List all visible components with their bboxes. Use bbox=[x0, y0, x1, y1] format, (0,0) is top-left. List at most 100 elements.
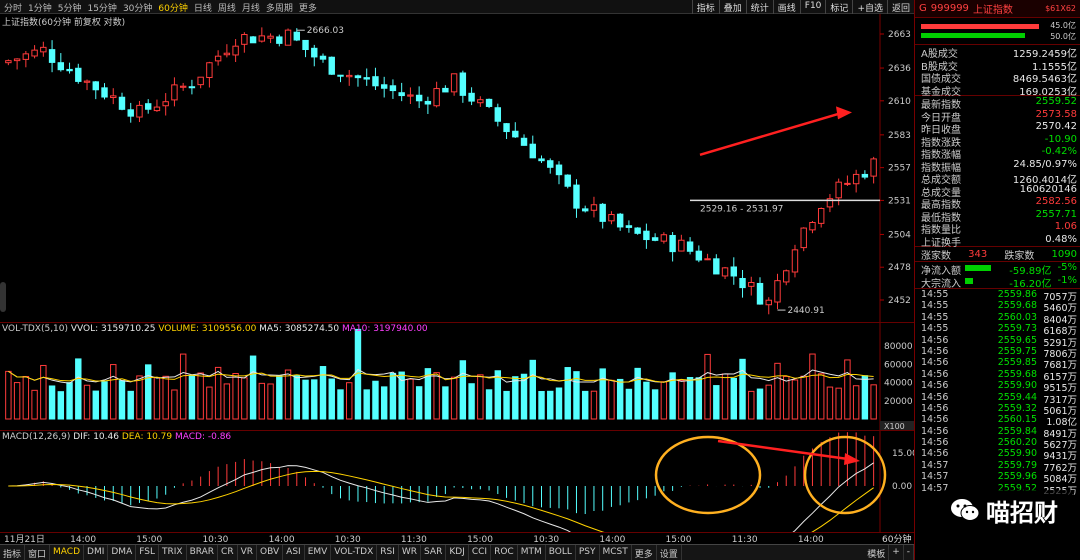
macd-arrow-head bbox=[844, 453, 860, 465]
period-tab[interactable]: 更多 bbox=[298, 4, 317, 14]
macd-dea-line bbox=[8, 470, 874, 533]
indicator-tab[interactable]: ROC bbox=[491, 545, 518, 560]
tick-time: 14:56 bbox=[921, 391, 949, 403]
chart-tool-button[interactable]: 统计 bbox=[745, 0, 773, 14]
indicator-bar-control[interactable]: - bbox=[904, 545, 914, 560]
price-chart-panel[interactable]: 2663 2636 2610 2583 2557 2531 2504 2478 2452 2666… bbox=[0, 14, 914, 322]
indicator-tab[interactable]: TRIX bbox=[159, 545, 187, 560]
tick-volume: 8404万 bbox=[1043, 314, 1077, 326]
candle-body bbox=[704, 258, 711, 261]
period-tab[interactable]: 周线 bbox=[217, 4, 236, 14]
period-tab[interactable]: 多周期 bbox=[265, 4, 293, 14]
candle-body bbox=[162, 101, 169, 107]
tick-time: 14:56 bbox=[921, 437, 949, 449]
indicator-tab[interactable]: 指标 bbox=[0, 545, 26, 560]
tick-row: 14:56 2559.32 5061万 bbox=[915, 403, 1080, 417]
indicator-tab[interactable]: RSI bbox=[377, 545, 399, 560]
volume-bar bbox=[48, 385, 56, 420]
indicator-tab[interactable]: VR bbox=[238, 545, 258, 560]
volume-bar bbox=[162, 375, 169, 420]
candle-body bbox=[564, 174, 571, 187]
indicator-tab[interactable]: EMV bbox=[305, 545, 332, 560]
fund-flow-row: 大宗流入 -16.20亿 -1% bbox=[915, 275, 1080, 290]
tick-row: 14:55 2560.03 8404万 bbox=[915, 312, 1080, 326]
candle-body bbox=[232, 45, 239, 56]
tick-list[interactable]: 14:55 2559.86 7057万 14:55 2559.68 5460万 14:55 2… bbox=[915, 288, 1080, 497]
indicator-tab[interactable]: ASI bbox=[283, 545, 305, 560]
low-annotation-label: 2440.91 bbox=[787, 306, 824, 316]
tick-row: 14:56 2559.90 9431万 bbox=[915, 448, 1080, 463]
period-tab[interactable]: 1分钟 bbox=[28, 4, 52, 14]
period-tab[interactable]: 60分钟 bbox=[158, 4, 188, 14]
indicator-tab[interactable]: DMI bbox=[84, 545, 109, 560]
chart-tool-button[interactable]: 标记 bbox=[825, 0, 852, 14]
candle-body bbox=[817, 208, 825, 224]
chart-tool-button[interactable]: F10 bbox=[799, 0, 826, 14]
indicator-tab[interactable]: MTM bbox=[518, 545, 546, 560]
chart-scroll-handle[interactable] bbox=[0, 282, 6, 312]
macd-chart[interactable]: 15.00 0.00 bbox=[0, 431, 914, 533]
candle-body bbox=[407, 94, 414, 97]
volume-bar bbox=[608, 379, 615, 420]
period-tab[interactable]: 日线 bbox=[193, 4, 212, 14]
indicator-tab[interactable]: 窗口 bbox=[25, 545, 51, 560]
period-tab[interactable]: 月线 bbox=[241, 4, 260, 14]
candle-body bbox=[433, 88, 440, 107]
period-tab[interactable]: 5分钟 bbox=[57, 4, 82, 14]
volume-bar bbox=[136, 375, 143, 420]
indicator-tab[interactable]: FSL bbox=[136, 545, 159, 560]
volume-bar bbox=[520, 373, 528, 420]
time-axis-label: 10:30 bbox=[335, 535, 361, 545]
market-breadth: 涨家数 343 跌家数 1090 bbox=[915, 246, 1080, 262]
volume-chart-panel[interactable]: 80000 60000 40000 20000 X100 VOL-TDX(5,10) V… bbox=[0, 322, 914, 431]
candle-body bbox=[651, 237, 659, 241]
indicator-tab[interactable]: CR bbox=[218, 545, 238, 560]
volume-bar bbox=[337, 389, 344, 420]
indicator-tab[interactable]: 更多 bbox=[632, 545, 657, 560]
indicator-tab[interactable]: MACD bbox=[50, 545, 85, 560]
candle-body bbox=[267, 35, 274, 39]
breadth-up-label: 涨家数 bbox=[921, 250, 951, 262]
chart-tool-button[interactable]: 返回 bbox=[886, 0, 914, 14]
indicator-tab[interactable]: BOLL bbox=[546, 545, 576, 560]
chart-tool-button[interactable]: +自选 bbox=[852, 0, 887, 14]
candle-body bbox=[800, 227, 807, 249]
candlestick-chart[interactable]: 2663 2636 2610 2583 2557 2531 2504 2478 2452 2666… bbox=[0, 14, 914, 322]
indicator-tab[interactable]: SAR bbox=[421, 545, 447, 560]
tick-time: 14:57 bbox=[921, 482, 949, 494]
indicator-tab[interactable]: OBV bbox=[257, 545, 284, 560]
tick-price: 2560.15 bbox=[997, 414, 1037, 426]
indicator-bar-spacer bbox=[682, 545, 864, 560]
indicator-tab[interactable]: WR bbox=[399, 545, 422, 560]
indicator-bar-control[interactable]: + bbox=[889, 545, 904, 560]
indicator-tabs-bar: 指标 窗口 MACD DMI DMA FSL TRIX BRAR CR VR OBV ASI EMV VO… bbox=[0, 544, 914, 560]
volume-bar bbox=[197, 372, 204, 420]
indicator-tab[interactable]: CCI bbox=[469, 545, 492, 560]
indicator-tab[interactable]: 设置 bbox=[657, 545, 682, 560]
volume-bar bbox=[485, 389, 493, 420]
volume-bar bbox=[817, 373, 825, 420]
indicator-tab[interactable]: MCST bbox=[600, 545, 632, 560]
tick-volume: 5627万 bbox=[1043, 440, 1077, 452]
period-tab[interactable]: 分时 bbox=[4, 4, 23, 14]
volume-bar bbox=[241, 377, 248, 420]
volume-bar bbox=[433, 372, 440, 420]
indicator-tab[interactable]: BRAR bbox=[187, 545, 219, 560]
volume-chart[interactable]: 80000 60000 40000 20000 X100 bbox=[0, 323, 914, 431]
fund-flow-label: 净流入额 bbox=[921, 266, 961, 277]
chart-tool-button[interactable]: 画线 bbox=[772, 0, 800, 14]
indicator-tab[interactable]: DMA bbox=[108, 545, 137, 560]
period-tab[interactable]: 30分钟 bbox=[122, 4, 153, 14]
tick-price: 2559.85 bbox=[997, 357, 1037, 369]
chart-tool-button[interactable]: 指标 bbox=[691, 0, 719, 14]
indicator-tab[interactable]: VOL-TDX bbox=[331, 545, 378, 560]
indicator-bar-control[interactable]: 模板 bbox=[864, 545, 890, 560]
period-tab[interactable]: 15分钟 bbox=[87, 4, 117, 14]
chart-tool-button[interactable]: 叠加 bbox=[718, 0, 746, 14]
indicator-tab[interactable]: PSY bbox=[576, 545, 600, 560]
tick-volume: 9431万 bbox=[1043, 451, 1077, 463]
time-axis-label: 14:00 bbox=[798, 535, 824, 545]
volume-bar bbox=[774, 362, 781, 420]
macd-chart-panel[interactable]: 15.00 0.00 MACD(12,26,9) DIF: 10.46 DEA: … bbox=[0, 430, 914, 533]
indicator-tab[interactable]: KDJ bbox=[446, 545, 469, 560]
